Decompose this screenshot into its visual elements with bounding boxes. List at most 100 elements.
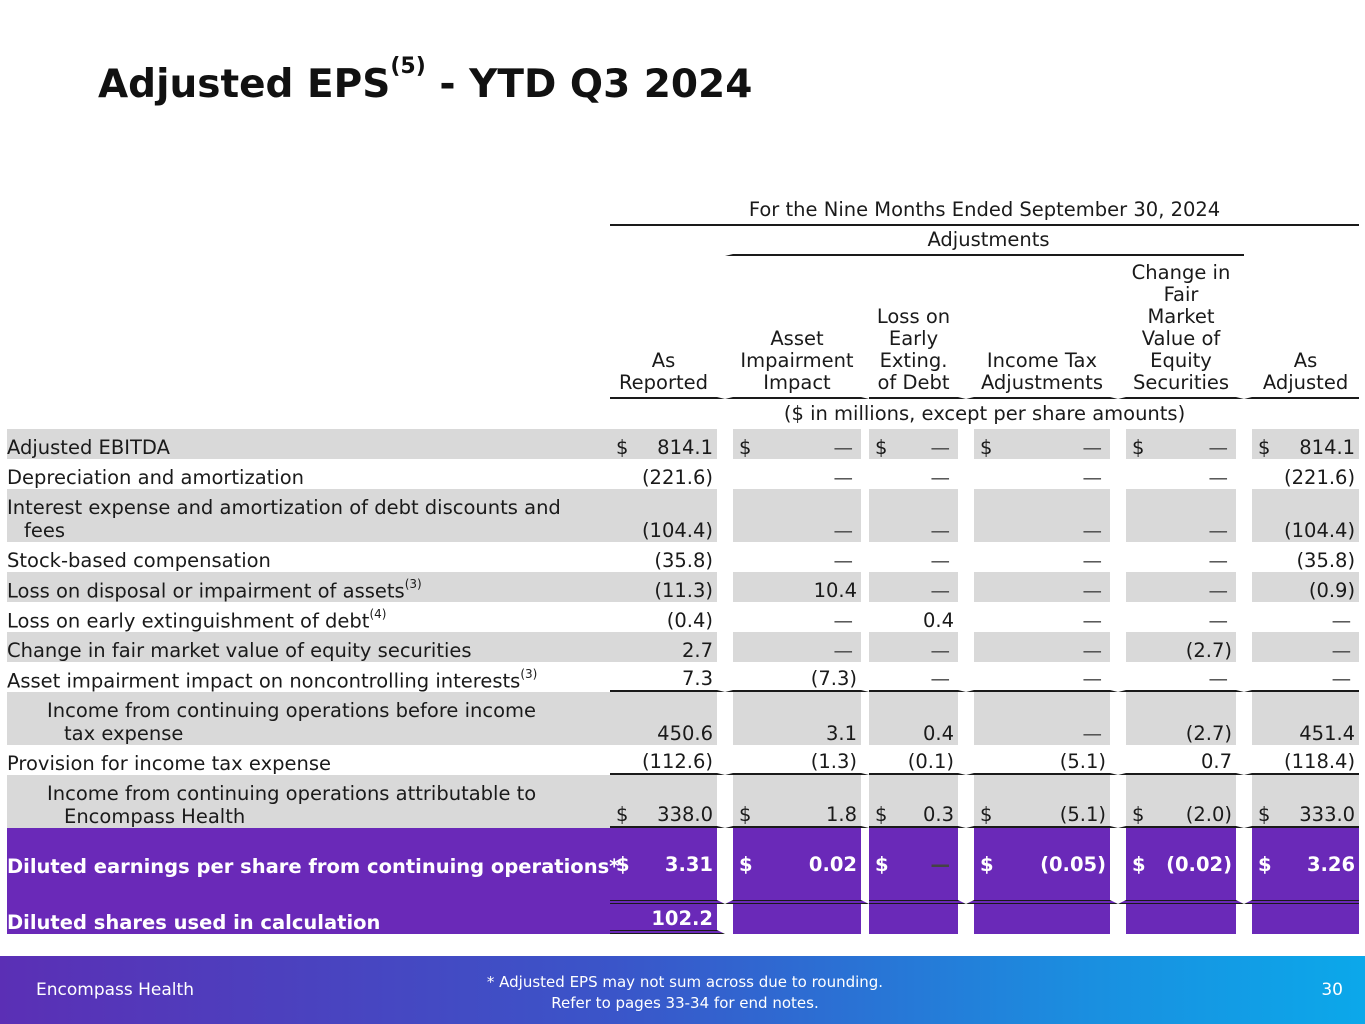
table-row: Loss on early extinguishment of debt(4)(…: [7, 602, 1360, 632]
value-cell: —: [1118, 459, 1244, 489]
value-cell: —: [966, 572, 1118, 602]
value-cell: $1.8: [725, 775, 869, 828]
value-cell: —: [725, 489, 869, 542]
value-cell: —: [966, 662, 1118, 692]
col-header-income-tax: Income Tax Adjustments: [966, 256, 1118, 399]
col-header-fair-value: Change in Fair Market Value of Equity Securit…: [1118, 256, 1244, 399]
value-cell: $ (2.0): [1118, 775, 1244, 828]
value-cell: 102.2: [610, 904, 725, 934]
value-cell: (221.6): [610, 459, 725, 489]
value-cell: —: [869, 572, 966, 602]
value-cell: (2.7): [1118, 692, 1244, 745]
value-cell: (5.1): [966, 745, 1118, 775]
row-label: Loss on early extinguishment of debt(4): [7, 602, 610, 632]
page-number: 30: [1321, 980, 1343, 1000]
value-cell: (7.3): [725, 662, 869, 692]
value-cell: $814.1: [1244, 429, 1360, 459]
adjustments-header: Adjustments: [725, 226, 1244, 256]
value-cell: [1244, 904, 1360, 934]
value-cell: —: [725, 632, 869, 662]
value-cell: —: [966, 459, 1118, 489]
row-label: Diluted earnings per share from continui…: [7, 828, 619, 904]
period-header: For the Nine Months Ended September 30, …: [610, 196, 1360, 226]
value-cell: $ —: [1118, 429, 1244, 459]
value-cell: (0.4): [610, 602, 725, 632]
row-label: Provision for income tax expense: [7, 745, 610, 775]
value-cell: $ —: [869, 828, 966, 904]
units-note: ($ in millions, except per share amounts…: [783, 402, 1186, 425]
value-cell: (35.8): [610, 542, 725, 572]
value-cell: $338.0: [610, 775, 725, 828]
value-cell: (112.6): [610, 745, 725, 775]
table-row: Income from continuing operations attrib…: [7, 775, 1360, 828]
footer-brand: Encompass Health: [36, 980, 194, 1000]
value-cell: —: [1118, 489, 1244, 542]
col-header-as-adjusted: As Adjusted: [1244, 256, 1360, 399]
table-row: Stock-based compensation (35.8) — — — — (35.8): [7, 542, 1360, 572]
value-cell: $ (5.1): [966, 775, 1118, 828]
value-cell: —: [725, 542, 869, 572]
table-row: Adjusted EBITDA $814.1 $ — $ — $ — $ — $814.1: [7, 429, 1360, 459]
value-cell: (11.3): [610, 572, 725, 602]
adjusted-eps-table: For the Nine Months Ended September 30, …: [7, 196, 1360, 934]
value-cell: $ —: [725, 429, 869, 459]
table-row: Depreciation and amortization (221.6) — — — —…: [7, 459, 1360, 489]
value-cell: 0.4: [869, 602, 966, 632]
value-cell: (1.3): [725, 745, 869, 775]
value-cell: —: [966, 542, 1118, 572]
value-cell: (0.1): [869, 745, 966, 775]
value-cell: $0.3: [869, 775, 966, 828]
value-cell: (104.4): [610, 489, 725, 542]
value-cell: —: [966, 632, 1118, 662]
value-cell: $333.0: [1244, 775, 1360, 828]
table-row: Asset impairment impact on noncontrollin…: [7, 662, 1360, 692]
value-cell: —: [869, 632, 966, 662]
table-row: Provision for income tax expense (112.6)(…: [7, 745, 1360, 775]
row-label: Loss on disposal or impairment of assets…: [7, 572, 610, 602]
value-cell: 451.4: [1244, 692, 1360, 745]
value-cell: (0.9): [1244, 572, 1360, 602]
row-label: Diluted shares used in calculation: [7, 904, 610, 934]
value-cell: —: [725, 602, 869, 632]
table-row: Loss on disposal or impairment of assets…: [7, 572, 1360, 602]
value-cell: —: [966, 489, 1118, 542]
col-header-asset-impairment: Asset Impairment Impact: [725, 256, 869, 399]
row-label: Stock-based compensation: [7, 542, 610, 572]
value-cell: 10.4: [725, 572, 869, 602]
value-cell: [1118, 904, 1244, 934]
row-label: Adjusted EBITDA: [7, 429, 610, 459]
value-cell: [725, 904, 869, 934]
value-cell: $3.26: [1244, 828, 1360, 904]
value-cell: —: [1244, 602, 1360, 632]
value-cell: —: [966, 602, 1118, 632]
value-cell: (2.7): [1118, 632, 1244, 662]
value-cell: [869, 904, 966, 934]
value-cell: (221.6): [1244, 459, 1360, 489]
value-cell: 0.7: [1118, 745, 1244, 775]
row-label: Asset impairment impact on noncontrollin…: [7, 662, 610, 692]
value-cell: —: [725, 459, 869, 489]
row-label: Income from continuing operations attrib…: [7, 775, 610, 828]
footer-bar: Encompass Health * Adjusted EPS may not …: [0, 956, 1365, 1024]
value-cell: (104.4): [1244, 489, 1360, 542]
col-header-loss-on-debt: Loss on Early Exting. of Debt: [869, 256, 966, 399]
value-cell: —: [1244, 632, 1360, 662]
value-cell: 450.6: [610, 692, 725, 745]
value-cell: 0.4: [869, 692, 966, 745]
table-row: Income from continuing operations before…: [7, 692, 1360, 745]
value-cell: —: [869, 662, 966, 692]
value-cell: $3.31: [610, 828, 725, 904]
value-cell: 2.7: [610, 632, 725, 662]
value-cell: —: [1118, 542, 1244, 572]
value-cell: $814.1: [610, 429, 725, 459]
row-label: Depreciation and amortization: [7, 459, 610, 489]
value-cell: $ —: [966, 429, 1118, 459]
col-header-as-reported: As Reported: [610, 256, 725, 399]
value-cell: $ (0.02): [1118, 828, 1244, 904]
table-row: Diluted shares used in calculation 102.2: [7, 904, 1360, 934]
value-cell: $ (0.05): [966, 828, 1118, 904]
value-cell: —: [1118, 662, 1244, 692]
footer-notes: * Adjusted EPS may not sum across due to…: [486, 973, 884, 1012]
value-cell: —: [1118, 602, 1244, 632]
row-label: Interest expense and amortization of deb…: [7, 489, 610, 542]
